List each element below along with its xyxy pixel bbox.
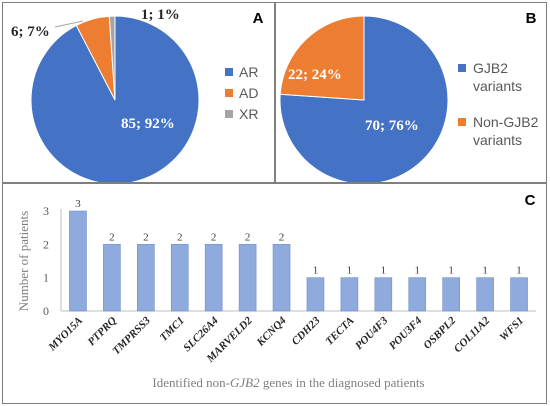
legend-swatch xyxy=(458,64,466,72)
pie-chart-inheritance: 85; 92% 6; 7% 1; 1% A AR AD XR xyxy=(11,7,264,182)
bar-tecta xyxy=(340,277,359,312)
y-axis-title: Number of patients xyxy=(16,211,31,311)
x-tick-label: PTPRQ xyxy=(85,315,119,349)
bar-value-label: 1 xyxy=(448,265,454,277)
bar-value-label: 2 xyxy=(211,231,217,243)
leader-line xyxy=(54,20,84,28)
x-axis-title-part: genes in the diagnosed patients xyxy=(260,375,425,390)
x-tick-label: COL11A2 xyxy=(452,314,493,355)
pie-slice-gjb2-variants xyxy=(279,15,449,182)
legend-swatch xyxy=(225,89,233,97)
bar-osbpl2 xyxy=(442,277,460,312)
panel-a: 85; 92% 6; 7% 1; 1% A AR AD XR xyxy=(2,2,275,183)
x-axis-title: Identified non-GJB2 genes in the diagnos… xyxy=(152,375,424,390)
x-tick-label: WFS1 xyxy=(497,315,526,344)
legend-swatch xyxy=(458,118,466,126)
bar-value-label: 1 xyxy=(313,265,319,277)
x-tick-label: TECTA xyxy=(323,315,356,348)
bar-pou4f3 xyxy=(374,277,393,312)
x-tick-label: POU4F3 xyxy=(353,314,391,352)
bar-value-label: 1 xyxy=(381,265,387,277)
x-axis-title-part: Identified non- xyxy=(152,375,230,390)
bar-tmc1 xyxy=(170,244,189,312)
bar-cdh23 xyxy=(306,277,325,312)
panel-c: C Number of patients 0 1 2 3 3 MYO15A 2 PTPRQ 2 TMP… xyxy=(2,183,547,404)
bar-value-label: 1 xyxy=(415,265,421,277)
legend-label: GJB2 variants xyxy=(473,60,522,94)
bar-tmprss3 xyxy=(137,244,155,312)
bar-value-label: 1 xyxy=(516,265,522,277)
y-tick-label: 2 xyxy=(43,237,49,251)
pie-data-label: 1; 1% xyxy=(141,7,180,23)
y-tick-label: 3 xyxy=(43,204,49,218)
pie-data-label: 22; 24% xyxy=(288,67,342,83)
bar-kcnq4 xyxy=(272,244,291,312)
legend-label: XR xyxy=(239,106,258,122)
x-tick-label: POU3F4 xyxy=(387,314,425,352)
bar-myo15a xyxy=(69,210,87,312)
bar-col11a2 xyxy=(476,277,494,312)
legend-label: Non-GJB2 variants xyxy=(473,114,539,148)
pie-slice-xr xyxy=(108,15,116,101)
legend-swatch xyxy=(225,68,233,76)
legend-swatch xyxy=(225,110,233,118)
panel-label: C xyxy=(525,192,536,209)
panel-label: A xyxy=(253,10,264,27)
bar-value-label: 2 xyxy=(279,231,285,243)
pie-data-label: 70; 76% xyxy=(365,118,419,134)
bar-value-label: 1 xyxy=(347,265,353,277)
bar-wfs1 xyxy=(510,277,528,312)
bar-ptprq xyxy=(103,244,121,312)
bar-value-label: 2 xyxy=(109,231,115,243)
bar-slc26a4 xyxy=(204,244,223,312)
bar-pou3f4 xyxy=(408,277,427,312)
bar-value-label: 2 xyxy=(245,231,251,243)
panel-label: B xyxy=(526,10,537,27)
pie-data-label: 85; 92% xyxy=(121,116,175,132)
bar-chart-genes: C Number of patients 0 1 2 3 3 MYO15A 2 PTPRQ 2 TMP… xyxy=(16,192,536,390)
x-tick-label: CDH23 xyxy=(289,314,322,347)
y-tick-label: 1 xyxy=(43,271,49,285)
x-tick-label: KCNQ4 xyxy=(254,314,289,349)
pie-slice-ar xyxy=(30,15,200,182)
bar-value-label: 2 xyxy=(143,231,149,243)
legend-label: AD xyxy=(239,85,258,101)
pie-slice-non-gjb2-variants xyxy=(279,15,365,101)
pie-data-label: 6; 7% xyxy=(11,24,50,40)
x-tick-label: TMC1 xyxy=(158,315,187,344)
x-tick-label: MYO15A xyxy=(46,315,85,354)
bar-value-label: 1 xyxy=(482,265,488,277)
x-axis-title-part: GJB2 xyxy=(230,375,260,390)
legend-label: AR xyxy=(239,64,258,80)
y-tick-label: 0 xyxy=(43,304,49,318)
bar-value-label: 2 xyxy=(177,231,183,243)
bar-marveld2 xyxy=(238,244,257,312)
pie-chart-gjb2: 70; 76% 22; 24% B GJB2 variants Non-GJB2 varia… xyxy=(279,10,539,182)
panel-b: 70; 76% 22; 24% B GJB2 variants Non-GJB2 varia… xyxy=(275,2,547,183)
bar-value-label: 3 xyxy=(75,198,81,210)
x-tick-label: TMPRSS3 xyxy=(110,314,153,357)
